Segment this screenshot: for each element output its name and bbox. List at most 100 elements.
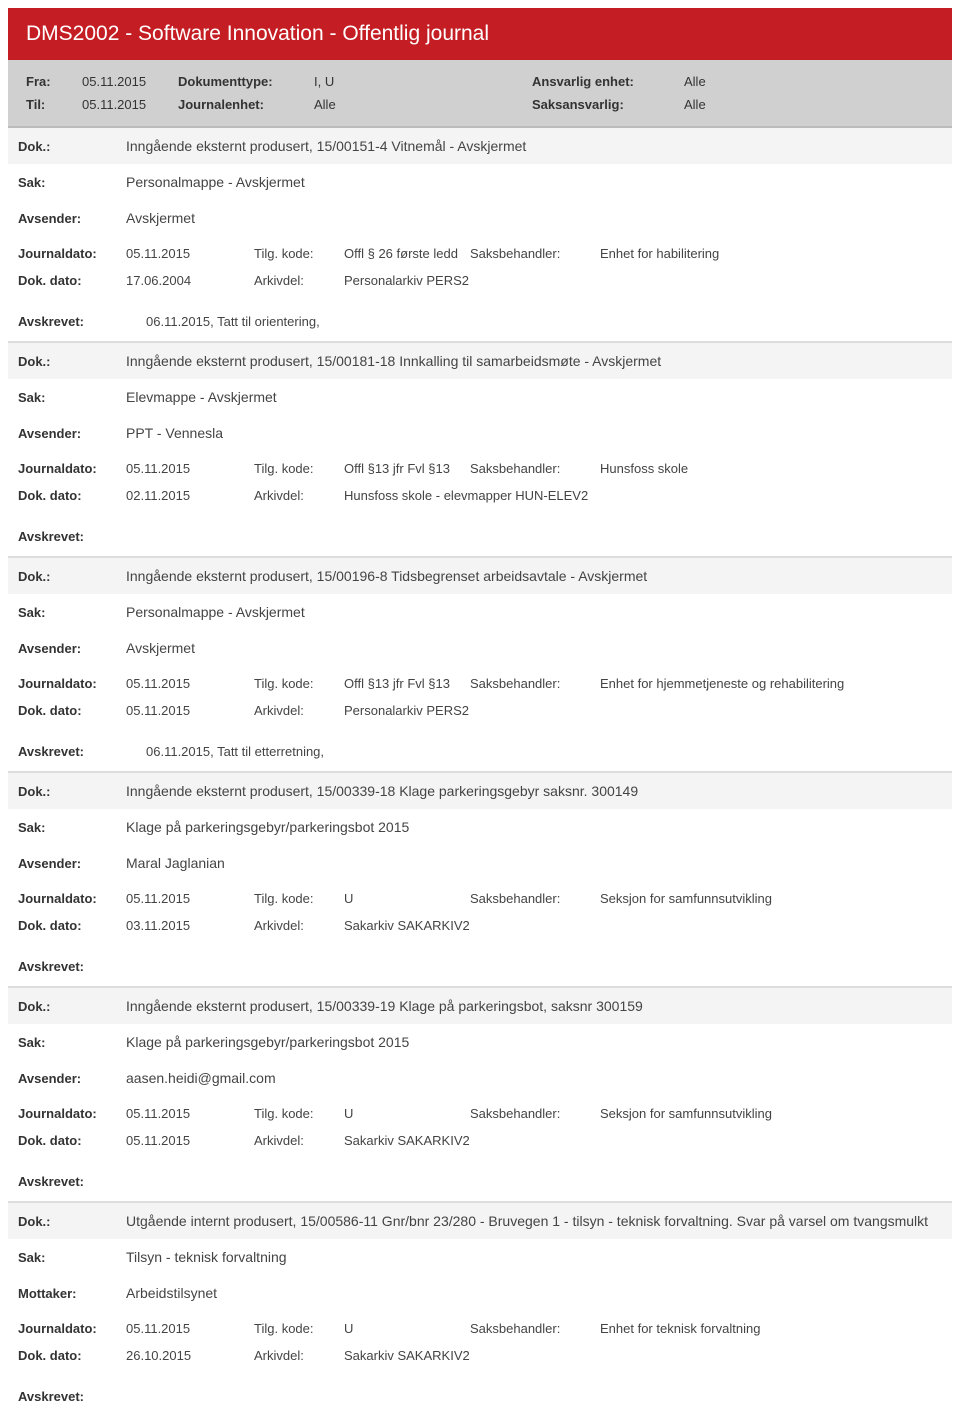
saksbehandler-value: Hunsfoss skole <box>600 461 688 476</box>
party-value: Avskjermet <box>126 640 195 656</box>
saksansvarlig-label: Saksansvarlig: <box>532 97 684 112</box>
sak-label: Sak: <box>18 820 126 835</box>
filter-bar: Fra: 05.11.2015 Dokumenttype: I, U Ansva… <box>8 60 952 126</box>
journaldato-label: Journaldato: <box>18 676 126 691</box>
dokdato-value: 26.10.2015 <box>126 1348 254 1363</box>
til-label: Til: <box>26 97 82 112</box>
dok-label: Dok.: <box>18 784 126 799</box>
dokdato-label: Dok. dato: <box>18 273 126 288</box>
journal-entry: Dok.:Inngående eksternt produsert, 15/00… <box>8 771 952 986</box>
dok-value: Inngående eksternt produsert, 15/00339-1… <box>126 783 638 799</box>
til-value: 05.11.2015 <box>82 97 178 112</box>
avskrevet-label: Avskrevet: <box>18 314 126 329</box>
journal-entry: Dok.:Inngående eksternt produsert, 15/00… <box>8 126 952 341</box>
journaldato-label: Journaldato: <box>18 891 126 906</box>
dok-label: Dok.: <box>18 139 126 154</box>
sak-label: Sak: <box>18 390 126 405</box>
dokdato-label: Dok. dato: <box>18 703 126 718</box>
arkivdel-value: Personalarkiv PERS2 <box>344 273 470 288</box>
journaldato-value: 05.11.2015 <box>126 676 254 691</box>
arkivdel-value: Personalarkiv PERS2 <box>344 703 470 718</box>
dok-label: Dok.: <box>18 1214 126 1229</box>
party-label: Mottaker: <box>18 1286 126 1301</box>
journal-entry: Dok.:Utgående internt produsert, 15/0058… <box>8 1201 952 1416</box>
sak-value: Personalmappe - Avskjermet <box>126 174 305 190</box>
arkivdel-value: Sakarkiv SAKARKIV2 <box>344 918 470 933</box>
avskrevet-value <box>126 1389 146 1404</box>
dok-value: Inngående eksternt produsert, 15/00196-8… <box>126 568 647 584</box>
saksbehandler-label: Saksbehandler: <box>470 1321 600 1336</box>
journaldato-value: 05.11.2015 <box>126 246 254 261</box>
saksbehandler-label: Saksbehandler: <box>470 1106 600 1121</box>
ansvarlig-label: Ansvarlig enhet: <box>532 74 684 89</box>
party-label: Avsender: <box>18 856 126 871</box>
avskrevet-label: Avskrevet: <box>18 1174 126 1189</box>
arkivdel-value: Sakarkiv SAKARKIV2 <box>344 1348 470 1363</box>
sak-value: Klage på parkeringsgebyr/parkeringsbot 2… <box>126 819 409 835</box>
arkivdel-label: Arkivdel: <box>254 488 344 503</box>
avskrevet-value <box>126 529 146 544</box>
sak-label: Sak: <box>18 175 126 190</box>
arkivdel-label: Arkivdel: <box>254 703 344 718</box>
journalenhet-value: Alle <box>314 97 532 112</box>
saksbehandler-value: Seksjon for samfunnsutvikling <box>600 1106 772 1121</box>
dokdato-value: 02.11.2015 <box>126 488 254 503</box>
doktype-label: Dokumenttype: <box>178 74 314 89</box>
journal-entry: Dok.:Inngående eksternt produsert, 15/00… <box>8 341 952 556</box>
journaldato-label: Journaldato: <box>18 246 126 261</box>
fra-label: Fra: <box>26 74 82 89</box>
saksbehandler-value: Enhet for teknisk forvaltning <box>600 1321 760 1336</box>
saksansvarlig-value: Alle <box>684 97 706 112</box>
tilgkode-value: U <box>344 891 470 906</box>
dok-label: Dok.: <box>18 999 126 1014</box>
dokdato-value: 03.11.2015 <box>126 918 254 933</box>
saksbehandler-value: Enhet for hjemmetjeneste og rehabiliteri… <box>600 676 844 691</box>
party-value: PPT - Vennesla <box>126 425 223 441</box>
sak-value: Personalmappe - Avskjermet <box>126 604 305 620</box>
journaldato-value: 05.11.2015 <box>126 1321 254 1336</box>
avskrevet-value <box>126 959 146 974</box>
avskrevet-value: 06.11.2015, Tatt til orientering, <box>126 314 320 329</box>
arkivdel-value: Hunsfoss skole - elevmapper HUN-ELEV2 <box>344 488 588 503</box>
dokdato-value: 05.11.2015 <box>126 703 254 718</box>
tilgkode-label: Tilg. kode: <box>254 676 344 691</box>
dok-value: Inngående eksternt produsert, 15/00181-1… <box>126 353 661 369</box>
saksbehandler-label: Saksbehandler: <box>470 246 600 261</box>
sak-label: Sak: <box>18 1035 126 1050</box>
dokdato-value: 17.06.2004 <box>126 273 254 288</box>
page-title: DMS2002 - Software Innovation - Offentli… <box>8 8 952 60</box>
party-label: Avsender: <box>18 641 126 656</box>
journal-entry: Dok.:Inngående eksternt produsert, 15/00… <box>8 556 952 771</box>
party-value: aasen.heidi@gmail.com <box>126 1070 276 1086</box>
tilgkode-label: Tilg. kode: <box>254 1106 344 1121</box>
journalenhet-label: Journalenhet: <box>178 97 314 112</box>
dokdato-label: Dok. dato: <box>18 1133 126 1148</box>
sak-value: Klage på parkeringsgebyr/parkeringsbot 2… <box>126 1034 409 1050</box>
journaldato-value: 05.11.2015 <box>126 1106 254 1121</box>
dok-label: Dok.: <box>18 354 126 369</box>
journaldato-value: 05.11.2015 <box>126 461 254 476</box>
arkivdel-label: Arkivdel: <box>254 1133 344 1148</box>
dok-label: Dok.: <box>18 569 126 584</box>
tilgkode-value: U <box>344 1321 470 1336</box>
tilgkode-label: Tilg. kode: <box>254 1321 344 1336</box>
saksbehandler-label: Saksbehandler: <box>470 891 600 906</box>
sak-label: Sak: <box>18 1250 126 1265</box>
tilgkode-value: Offl § 26 første ledd <box>344 246 470 261</box>
tilgkode-value: Offl §13 jfr Fvl §13 <box>344 676 470 691</box>
arkivdel-label: Arkivdel: <box>254 273 344 288</box>
party-value: Arbeidstilsynet <box>126 1285 217 1301</box>
fra-value: 05.11.2015 <box>82 74 178 89</box>
journaldato-label: Journaldato: <box>18 461 126 476</box>
saksbehandler-value: Seksjon for samfunnsutvikling <box>600 891 772 906</box>
avskrevet-label: Avskrevet: <box>18 1389 126 1404</box>
party-value: Avskjermet <box>126 210 195 226</box>
tilgkode-label: Tilg. kode: <box>254 891 344 906</box>
arkivdel-label: Arkivdel: <box>254 918 344 933</box>
avskrevet-value <box>126 1174 146 1189</box>
dokdato-label: Dok. dato: <box>18 488 126 503</box>
dok-value: Utgående internt produsert, 15/00586-11 … <box>126 1213 928 1229</box>
sak-label: Sak: <box>18 605 126 620</box>
saksbehandler-label: Saksbehandler: <box>470 461 600 476</box>
dokdato-label: Dok. dato: <box>18 918 126 933</box>
